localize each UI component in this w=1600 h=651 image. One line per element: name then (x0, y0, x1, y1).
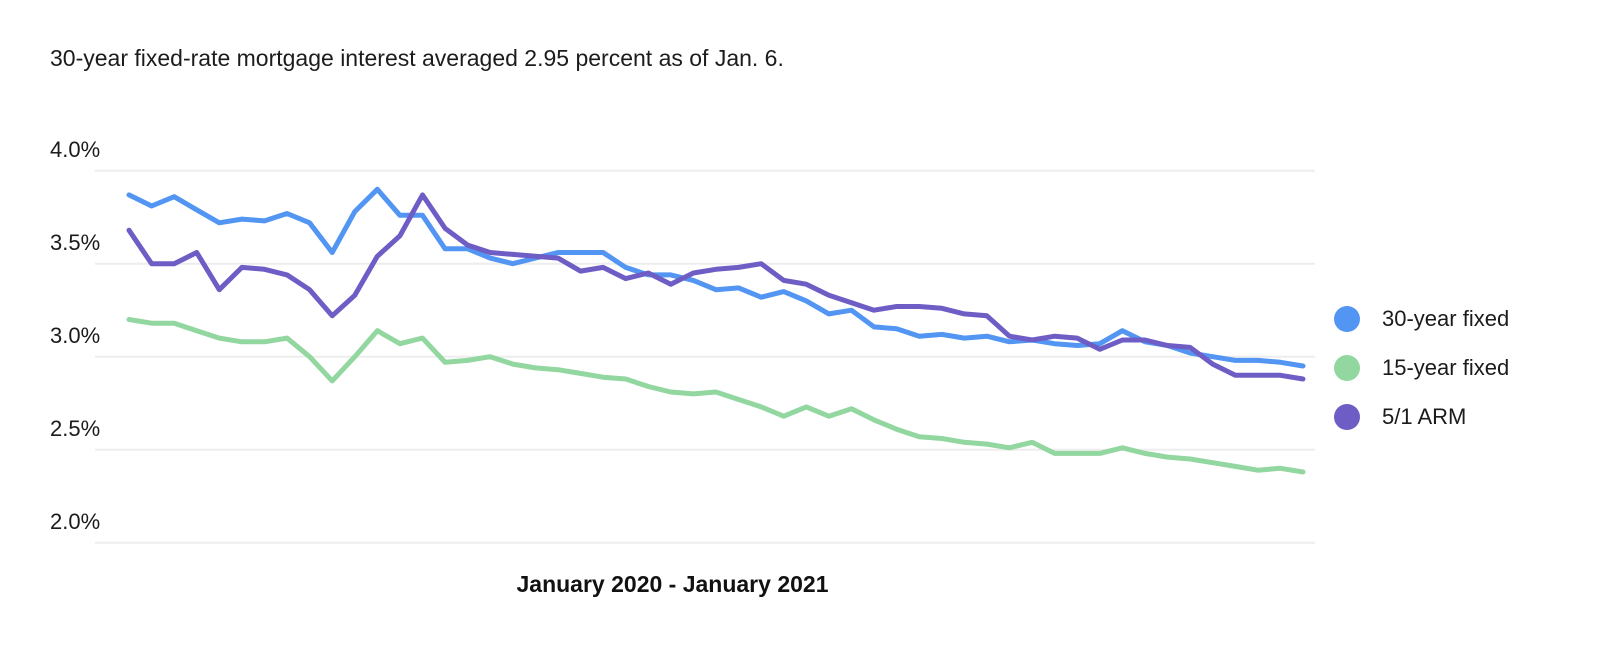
y-tick-label-2-5: 2.5% (50, 415, 101, 441)
series-line-30-year-fixed (126, 186, 1306, 369)
legend-label: 15-year fixed (1382, 354, 1510, 380)
legend: 30-year fixed 15-year fixed 5/1 ARM (1334, 294, 1509, 441)
legend-swatch-circle-icon (1334, 305, 1360, 332)
y-tick-label-4-0: 4.0% (50, 136, 101, 162)
legend-label: 30-year fixed (1382, 305, 1510, 331)
legend-swatch-circle-icon (1334, 403, 1360, 430)
legend-item-5-1-arm: 5/1 ARM (1334, 392, 1509, 441)
series-lines-group (126, 186, 1306, 475)
y-tick-label-3-5: 3.5% (50, 229, 101, 255)
legend-label: 5/1 ARM (1382, 403, 1467, 429)
gridlines-group (95, 169, 1315, 544)
x-axis-label: January 2020 - January 2021 (516, 571, 829, 597)
chart-title: 30-year fixed-rate mortgage interest ave… (50, 45, 784, 71)
legend-swatch-circle-icon (1334, 354, 1360, 381)
y-tick-label-3-0: 3.0% (50, 322, 101, 348)
legend-item-30-year-fixed: 30-year fixed (1334, 294, 1509, 343)
series-line-5-1-arm (126, 192, 1306, 382)
series-line-15-year-fixed (126, 317, 1306, 475)
y-tick-label-2-0: 2.0% (50, 508, 101, 534)
legend-item-15-year-fixed: 15-year fixed (1334, 343, 1509, 392)
